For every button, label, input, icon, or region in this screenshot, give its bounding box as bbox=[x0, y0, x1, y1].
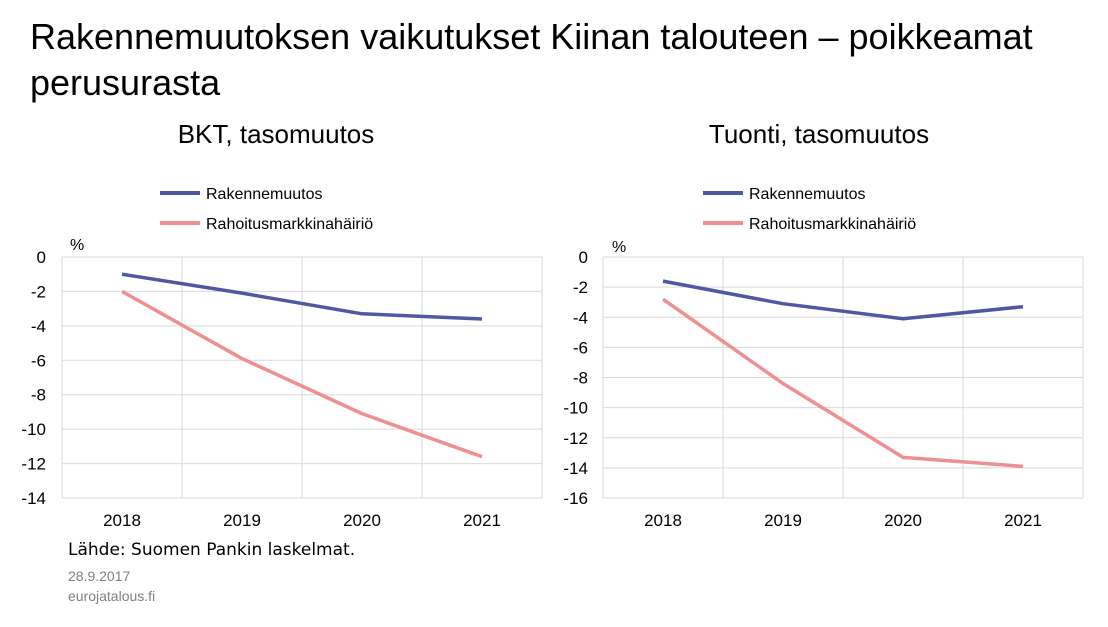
chart-imports-x-tick-label: 2019 bbox=[764, 511, 802, 530]
chart-imports-y-tick-label: -16 bbox=[563, 489, 588, 508]
chart-imports-y-tick-label: -6 bbox=[573, 338, 588, 357]
chart-gdp-x-tick-label: 2018 bbox=[103, 511, 141, 530]
chart-imports-x-tick-label: 2018 bbox=[644, 511, 682, 530]
chart-imports-y-tick-label: -4 bbox=[573, 308, 588, 327]
chart-gdp-series-2-line bbox=[121, 289, 483, 459]
chart-gdp-y-tick-label: -14 bbox=[21, 489, 46, 508]
chart-imports-series-1-line bbox=[662, 279, 1024, 321]
chart-imports-title: Tuonti, tasomuutos bbox=[709, 119, 929, 149]
chart-imports-y-tick-label: -8 bbox=[573, 369, 588, 388]
slide-title: Rakennemuutoksen vaikutukset Kiinan talo… bbox=[30, 16, 1033, 103]
chart-imports-x-tick-label: 2020 bbox=[884, 511, 922, 530]
chart-imports-y-tick-label: -14 bbox=[563, 459, 588, 478]
chart-gdp-y-tick-label: 0 bbox=[37, 248, 46, 267]
chart-gdp-plot: 0 -2 -4 -6 -8 -10 -12 -14 2018 2019 2020 2021 bbox=[21, 248, 543, 530]
chart-gdp-title: BKT, tasomuutos bbox=[178, 119, 375, 149]
chart-imports-y-tick-label: 0 bbox=[579, 248, 588, 267]
chart-gdp-legend-label-1: Rakennemuutos bbox=[206, 186, 323, 203]
chart-imports-plot: 0 -2 -4 -6 -8 -10 -12 -14 -16 2018 2019 2020 2021 bbox=[563, 248, 1084, 530]
chart-imports-unit: % bbox=[612, 239, 626, 256]
chart-gdp-y-tick-label: -10 bbox=[21, 420, 46, 439]
site-label: eurojatalous.fi bbox=[68, 588, 156, 604]
chart-gdp-y-tick-label: -2 bbox=[31, 282, 46, 301]
chart-imports-series-2-line bbox=[661, 297, 1024, 469]
chart-gdp-x-tick-label: 2021 bbox=[463, 511, 501, 530]
chart-gdp-y-tick-label: -12 bbox=[21, 455, 46, 474]
chart-gdp: BKT, tasomuutos Rakennemuutos Rahoitusma… bbox=[21, 119, 543, 530]
chart-imports-legend-label-1: Rakennemuutos bbox=[749, 186, 866, 203]
chart-gdp-legend-label-2: Rahoitusmarkkinahäiriö bbox=[206, 216, 373, 233]
chart-imports: Tuonti, tasomuutos Rakennemuutos Rahoitu… bbox=[563, 119, 1084, 530]
chart-gdp-unit: % bbox=[70, 237, 84, 254]
chart-imports-y-tick-label: -12 bbox=[563, 429, 588, 448]
source-note: Lähde: Suomen Pankin laskelmat. bbox=[68, 540, 356, 560]
chart-gdp-y-tick-label: -4 bbox=[31, 317, 46, 336]
chart-gdp-series-1-line bbox=[121, 272, 483, 321]
chart-gdp-x-tick-label: 2019 bbox=[223, 511, 261, 530]
chart-imports-x-tick-label: 2021 bbox=[1004, 511, 1042, 530]
chart-gdp-y-tick-label: -8 bbox=[31, 386, 46, 405]
chart-imports-y-tick-label: -2 bbox=[573, 278, 588, 297]
chart-imports-y-tick-label: -10 bbox=[563, 399, 588, 418]
chart-imports-legend-label-2: Rahoitusmarkkinahäiriö bbox=[749, 216, 916, 233]
date-label: 28.9.2017 bbox=[68, 568, 131, 584]
chart-gdp-x-tick-label: 2020 bbox=[343, 511, 381, 530]
chart-gdp-y-tick-label: -6 bbox=[31, 351, 46, 370]
